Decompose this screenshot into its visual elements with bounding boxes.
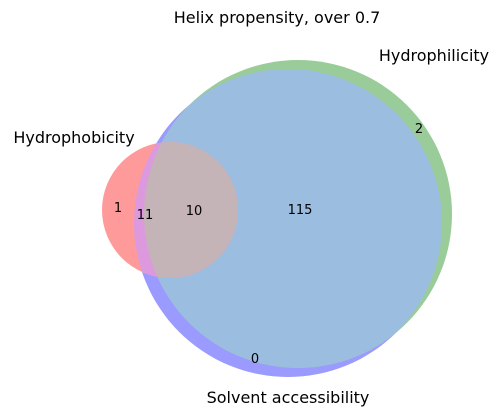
hydrophilicity-label: Hydrophilicity <box>379 46 489 65</box>
diagram-title: Helix propensity, over 0.7 <box>174 8 381 27</box>
solvent-accessibility-only-count: 0 <box>251 352 259 367</box>
hydrophilicity-only-count: 2 <box>415 122 423 137</box>
hydrophobicity-label: Hydrophobicity <box>13 128 134 147</box>
solvent-accessibility-label: Solvent accessibility <box>207 388 370 407</box>
all-three-overlap <box>144 142 238 278</box>
hydrophobicity-only-count: 1 <box>114 201 122 216</box>
hydrophobicity-solvent-accessibility-count: 11 <box>137 208 154 223</box>
all-three-count: 10 <box>186 204 203 219</box>
solvent-accessibility-hydrophilicity-overlap <box>144 69 442 368</box>
solvent-accessibility-hydrophilicity-count: 115 <box>288 203 313 218</box>
